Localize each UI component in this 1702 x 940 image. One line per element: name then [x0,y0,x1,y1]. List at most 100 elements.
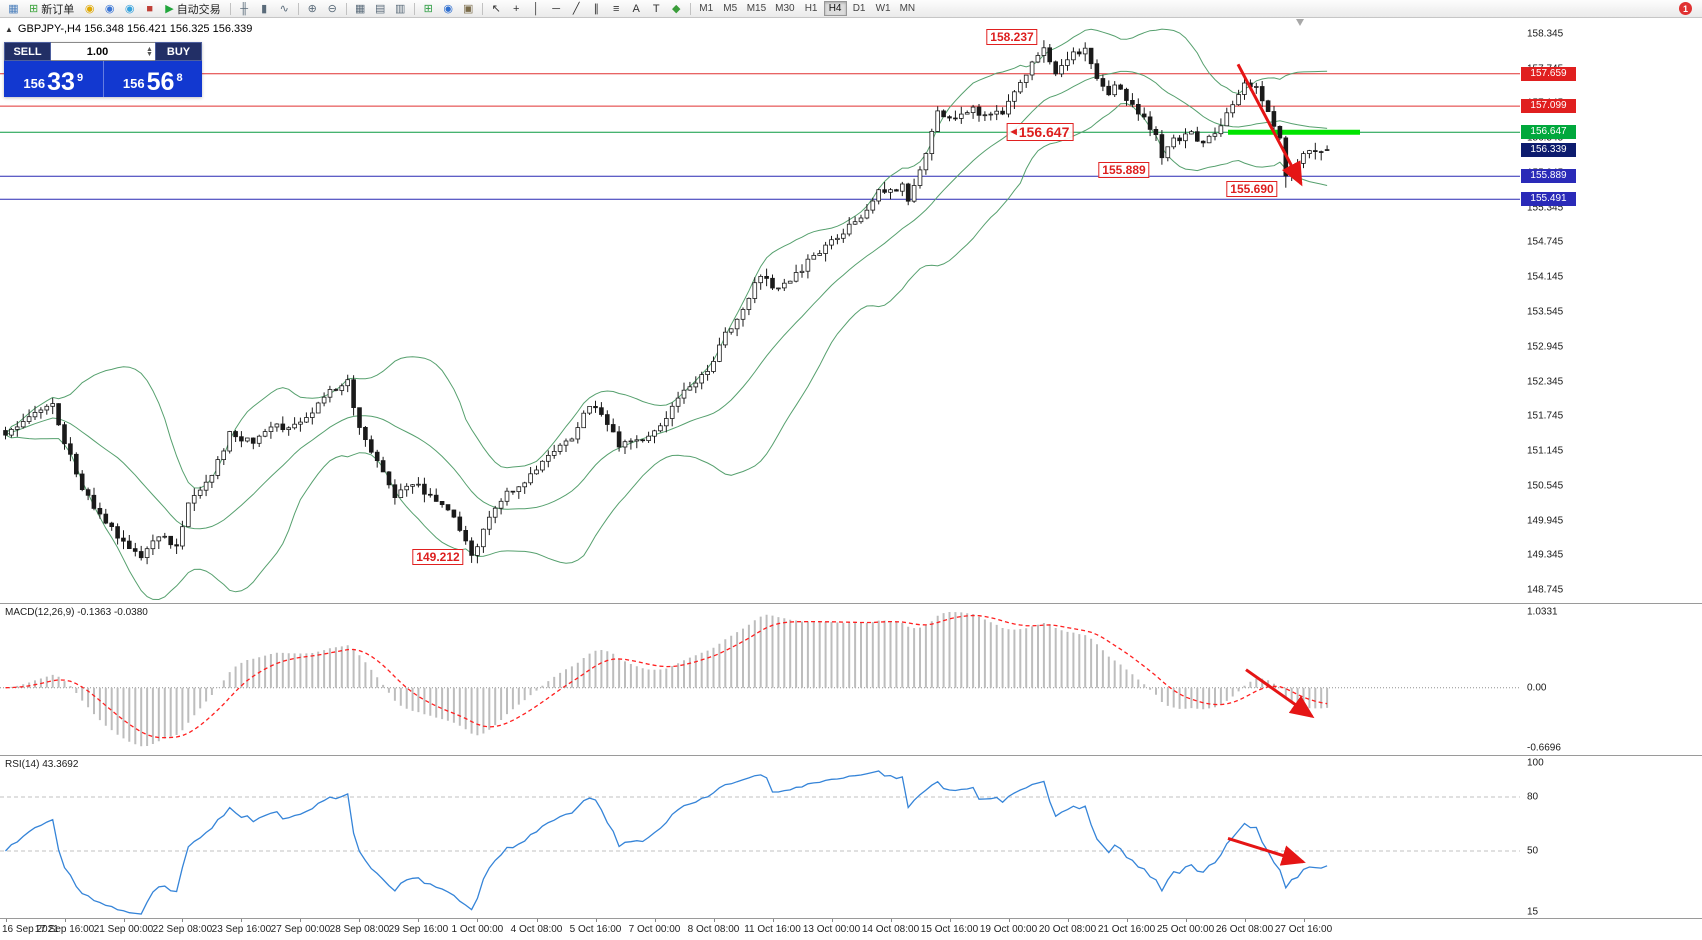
shapes-icon[interactable]: ◆ [667,1,686,16]
cursor-icon[interactable]: ↖ [487,1,506,16]
time-label: 13 Oct 00:00 [802,924,861,935]
cascade-windows-icon[interactable]: ▤ [371,1,390,16]
templates-icon[interactable]: ▣ [459,1,478,16]
time-label: 23 Sep 16:00 [211,924,272,935]
vertical-line-glyph: │ [532,2,540,15]
time-label: 7 Oct 00:00 [628,924,681,935]
chart-shift-marker[interactable] [1296,19,1304,26]
bid-price-tag[interactable]: 156.339 [1521,143,1576,158]
level-price-tag[interactable]: 156.647 [1521,125,1576,140]
rsi-scale-label: 100 [1527,757,1544,769]
arrange-windows-icon[interactable]: ▥ [391,1,410,16]
community-icon[interactable]: ◉ [100,1,119,16]
price-annotation[interactable]: 158.237 [986,28,1038,45]
volume-input[interactable]: 1.00 ▲ ▼ [51,42,155,61]
level-price-tag[interactable]: 157.099 [1521,99,1576,114]
time-tick [359,919,361,922]
time-tick [5,919,7,922]
timeframe-m15[interactable]: M15 [746,3,767,14]
zoom-in-icon[interactable]: ⊕ [303,1,322,16]
volume-value[interactable]: 1.00 [86,45,109,58]
time-axis[interactable]: 16 Sep 2021 17 Sep 16:00 21 Sep 00:00 22 Se… [0,918,1702,940]
rsi-scale-label: 50 [1527,845,1539,857]
toolbox-icon[interactable]: ■ [140,1,159,16]
tile-windows-icon[interactable]: ▦ [351,1,370,16]
candlestick-icon[interactable]: ▮ [255,1,274,16]
timeframe-m5[interactable]: M5 [723,3,738,14]
macd-down-arrow[interactable] [1245,668,1315,719]
annotation-text: 155.690 [1230,181,1274,196]
ohlc-bars-icon[interactable]: ╫ [235,1,254,16]
toolbar: ▦ ⊞ 新订单 ◉ ◉ ◉ ■ ▶ 自动交易 ╫ ▮ ∿ ⊕ ⊖ ▦ ▤ ▥ ⊞ ◉ ▣ ↖ + │ ─ ╱ ∥ ≡ A T ◆ M1 M5 M… [0,0,1702,18]
new-order-button[interactable]: ⊞ 新订单 [24,1,79,16]
fibonacci-glyph: ≡ [612,2,620,15]
time-tick [890,919,892,922]
level-price-tag[interactable]: 157.659 [1521,66,1576,81]
new-chart-icon[interactable]: ▦ [4,1,23,16]
time-label: 11 Oct 16:00 [744,924,801,935]
timeframe-d1[interactable]: D1 [852,3,866,14]
macd-scale-label: -0.6696 [1527,742,1561,754]
bollinger-bands [5,28,1328,601]
zoom-out-icon[interactable]: ⊖ [323,1,342,16]
macd-panel: MACD(12,26,9) -0.1363 -0.0380 1.0331 0.00… [0,603,1702,755]
sell-price-point: 9 [76,72,84,84]
channel-icon[interactable]: ∥ [587,1,606,16]
horizontal-line-icon[interactable]: ─ [547,1,566,16]
price-tick-label: 154.145 [1527,271,1564,283]
timeframe-h1[interactable]: H1 [804,3,818,14]
price-annotation[interactable]: 155.889 [1098,162,1150,179]
level-price-tag[interactable]: 155.491 [1521,192,1576,207]
time-label: 4 Oct 08:00 [510,924,563,935]
text-icon[interactable]: A [627,1,646,16]
line-chart-icon[interactable]: ∿ [275,1,294,16]
timeframe-w1[interactable]: W1 [875,3,891,14]
crosshair-icon[interactable]: + [507,1,526,16]
timeframe-m30[interactable]: M30 [775,3,795,14]
time-tick [772,919,774,922]
annotation-text: 158.237 [990,29,1034,44]
market-glyph: ◉ [124,3,135,15]
sell-price[interactable]: 156 33 9 [4,61,104,97]
sell-button[interactable]: SELL [4,42,51,61]
volume-spinner[interactable]: ▲ ▼ [144,45,155,58]
price-annotation[interactable]: 149.212 [412,548,464,565]
rsi-scale-label: 80 [1527,791,1539,803]
buy-button[interactable]: BUY [155,42,202,61]
indicators-icon[interactable]: ⊞ [419,1,438,16]
timeframe-mn[interactable]: MN [899,3,916,14]
down-trend-arrow[interactable] [1236,63,1303,187]
market-icon[interactable]: ◉ [120,1,139,16]
level-price-tag[interactable]: 155.889 [1521,169,1576,184]
trendline-icon[interactable]: ╱ [567,1,586,16]
timeframe-m1[interactable]: M1 [699,3,714,14]
annotation-text: 155.889 [1102,163,1146,178]
vertical-line-icon[interactable]: │ [527,1,546,16]
price-tick-label: 154.745 [1527,236,1564,248]
toolbar-separator [481,2,483,15]
price-chart-panel[interactable]: ▲ GBPJPY-,H4 156.348 156.421 156.325 156… [0,18,1702,603]
price-annotation[interactable]: 155.690 [1226,180,1278,197]
rsi-down-arrow[interactable] [1227,836,1306,866]
price-tick-label: 149.945 [1527,515,1564,526]
text-glyph: A [632,2,640,15]
spinner-up-icon[interactable]: ▲ [146,45,153,53]
timeframe-h4[interactable]: H4 [823,1,847,16]
horizontal-lines[interactable] [0,73,1520,200]
autotrade-button[interactable]: ▶ 自动交易 [160,1,225,16]
time-label: 27 Sep 00:00 [270,924,331,935]
notification-badge[interactable]: 1 [1679,2,1692,15]
toolbar-separator [229,2,231,15]
periods-icon[interactable]: ◉ [439,1,458,16]
buy-price[interactable]: 156 56 8 [104,61,203,97]
macd-scale-label: 1.0331 [1527,606,1558,618]
text-label-icon[interactable]: T [647,1,666,16]
guide-icon[interactable]: ◉ [80,1,99,16]
fibonacci-icon[interactable]: ≡ [607,1,626,16]
new-chart-glyph: ▦ [8,3,19,15]
time-label: 1 Oct 00:00 [451,924,504,935]
price-annotation[interactable]: ◀ 156.647 [1006,123,1074,142]
community-glyph: ◉ [104,3,115,15]
candles [3,40,1330,565]
spinner-down-icon[interactable]: ▼ [146,50,153,58]
